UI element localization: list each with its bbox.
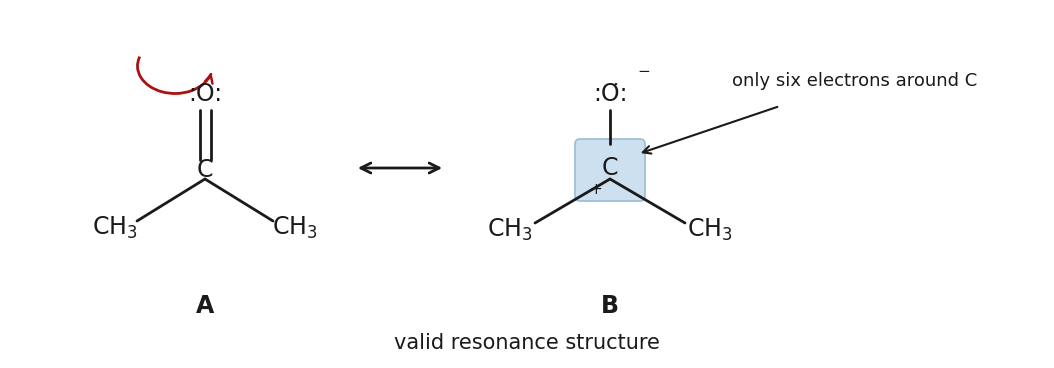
FancyBboxPatch shape bbox=[575, 139, 645, 201]
Text: valid resonance structure: valid resonance structure bbox=[394, 333, 660, 353]
Text: $\mathrm{CH_3}$: $\mathrm{CH_3}$ bbox=[272, 215, 318, 241]
Text: C: C bbox=[602, 156, 619, 180]
Text: $\mathrm{CH_3}$: $\mathrm{CH_3}$ bbox=[92, 215, 138, 241]
Text: C: C bbox=[197, 158, 213, 182]
Text: −: − bbox=[638, 64, 650, 79]
Text: B: B bbox=[601, 294, 619, 318]
Text: :Ö:: :Ö: bbox=[592, 82, 627, 106]
Text: A: A bbox=[196, 294, 214, 318]
Text: $\mathrm{CH_3}$: $\mathrm{CH_3}$ bbox=[687, 217, 733, 243]
Text: :O:: :O: bbox=[188, 82, 222, 106]
Text: $\mathrm{CH_3}$: $\mathrm{CH_3}$ bbox=[487, 217, 533, 243]
Text: +: + bbox=[589, 183, 603, 198]
Text: only six electrons around C: only six electrons around C bbox=[733, 72, 978, 90]
